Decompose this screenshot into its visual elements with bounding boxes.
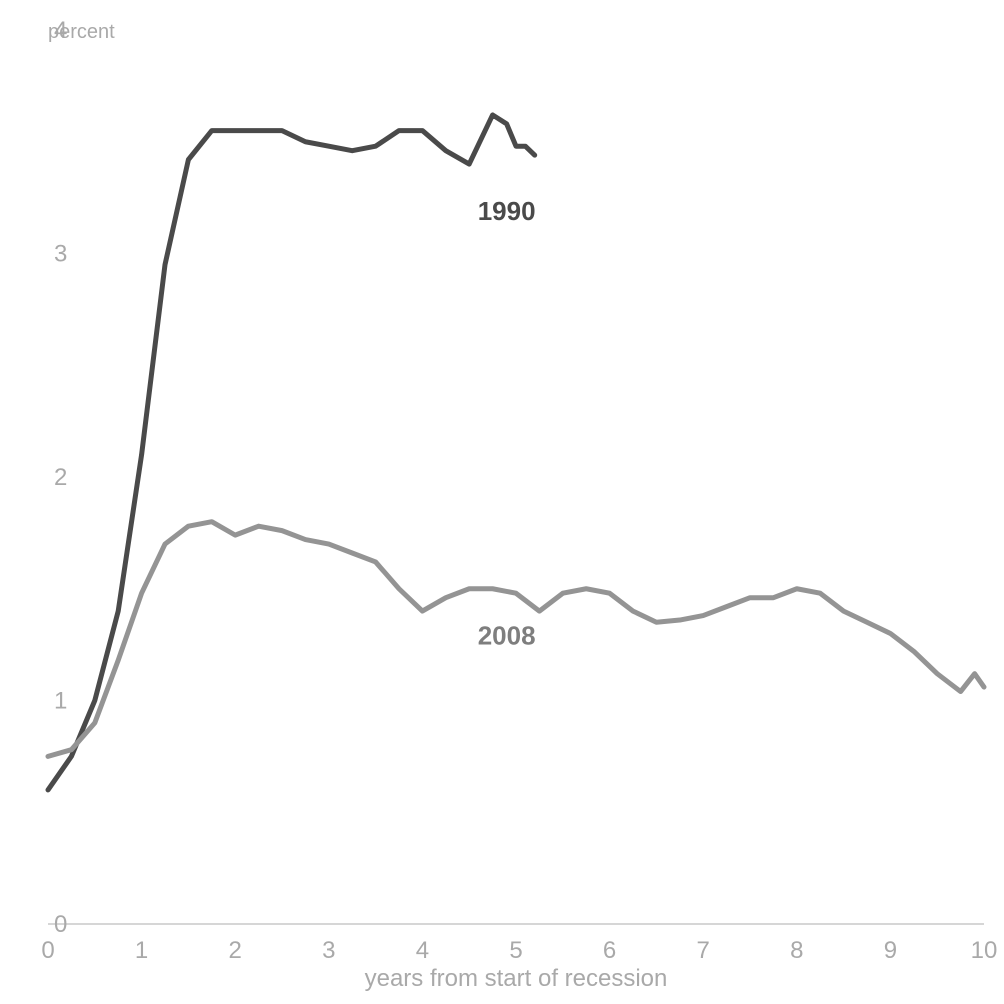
y-tick-label: 2 [54, 464, 67, 491]
chart-bg [0, 0, 1004, 1004]
x-tick-label: 6 [603, 937, 616, 964]
series-label-2008: 2008 [478, 621, 536, 651]
series-label-1990: 1990 [478, 196, 536, 226]
x-tick-label: 3 [322, 937, 335, 964]
x-tick-label: 9 [884, 937, 897, 964]
x-tick-label: 8 [790, 937, 803, 964]
x-tick-label: 0 [41, 937, 54, 964]
x-tick-label: 5 [509, 937, 522, 964]
y-axis-title: percent [48, 21, 115, 43]
x-tick-label: 7 [697, 937, 710, 964]
chart-svg: 01234percent012345678910years from start… [0, 0, 1004, 1004]
y-tick-label: 1 [54, 688, 67, 715]
x-tick-label: 2 [229, 937, 242, 964]
line-chart: 01234percent012345678910years from start… [0, 0, 1004, 1004]
y-tick-label: 0 [54, 911, 67, 938]
y-tick-label: 3 [54, 241, 67, 268]
x-tick-label: 10 [971, 937, 998, 964]
x-tick-label: 1 [135, 937, 148, 964]
x-axis-title: years from start of recession [365, 965, 668, 992]
x-tick-label: 4 [416, 937, 429, 964]
